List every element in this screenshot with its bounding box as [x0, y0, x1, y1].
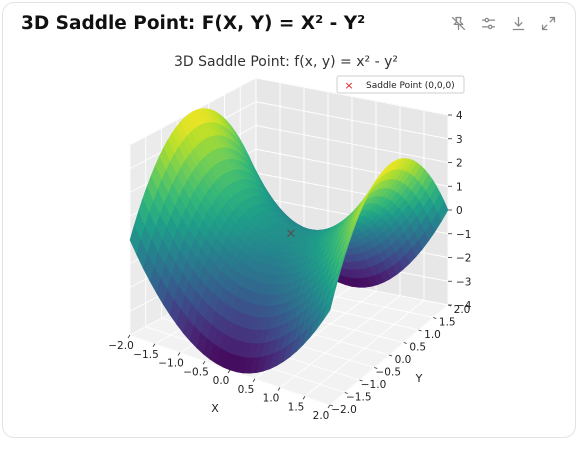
- y-axis-label: Y: [415, 372, 423, 385]
- expand-icon: [541, 16, 555, 30]
- legend: × Saddle Point (0,0,0): [336, 75, 465, 94]
- y-tick-label: −2.0: [331, 404, 357, 416]
- y-tick-mark: [433, 317, 437, 319]
- z-tick-label: 2: [456, 158, 463, 170]
- card-title: 3D Saddle Point: F(X, Y) = X² - Y²: [21, 12, 366, 34]
- settings-button[interactable]: [475, 11, 501, 35]
- z-tick-label: 1: [456, 181, 463, 193]
- surface-patch: [323, 294, 335, 321]
- y-tick-label: 0.0: [395, 354, 412, 366]
- download-button[interactable]: [505, 11, 531, 35]
- y-tick-mark: [329, 404, 334, 407]
- y-tick-label: 1.5: [439, 317, 456, 329]
- axis-ticks: −2.0−1.5−1.0−0.50.00.51.01.52.0 −2.0−1.5−…: [108, 110, 472, 422]
- x-tick-label: 0.0: [213, 375, 230, 387]
- x-tick-mark: [152, 343, 156, 347]
- toolbar: [445, 11, 561, 35]
- x-tick-mark: [127, 334, 131, 339]
- expand-button[interactable]: [535, 11, 561, 35]
- x-tick-mark: [277, 387, 281, 391]
- x-tick-label: −0.5: [183, 366, 209, 378]
- x-tick-mark: [302, 396, 306, 400]
- download-icon: [512, 16, 524, 30]
- x-tick-label: −2.0: [108, 340, 134, 352]
- marker-stroke: [287, 229, 295, 238]
- x-tick-mark: [252, 378, 256, 382]
- x-tick-label: −1.5: [133, 349, 159, 361]
- y-tick-mark: [344, 392, 348, 394]
- y-tick-label: −0.5: [376, 367, 402, 379]
- x-tick-mark: [202, 361, 206, 365]
- y-tick-mark: [403, 342, 407, 344]
- z-tick-label: 3: [456, 134, 463, 146]
- grid-line: [255, 77, 449, 116]
- y-tick-mark: [388, 354, 393, 357]
- y-tick-label: 0.5: [409, 342, 426, 354]
- pin-off-icon: [451, 16, 465, 30]
- saddle-surface: [129, 108, 449, 374]
- legend-marker-icon: ×: [344, 79, 353, 92]
- pin-off-button[interactable]: [445, 11, 471, 35]
- grid-line: [255, 101, 449, 140]
- y-tick-mark: [374, 367, 378, 369]
- x-tick-label: 1.5: [288, 401, 305, 413]
- sliders-icon: [481, 17, 495, 29]
- x-tick-mark: [227, 369, 231, 374]
- x-tick-mark: [327, 404, 331, 409]
- x-axis-label: X: [211, 402, 219, 415]
- z-tick-label: −2: [456, 253, 471, 265]
- z-tick-label: −4: [456, 300, 472, 312]
- x-tick-label: −1.0: [158, 358, 184, 370]
- y-tick-label: 2.0: [454, 304, 471, 316]
- z-tick-label: 0: [456, 205, 463, 217]
- y-tick-mark: [418, 329, 422, 332]
- z-tick-label: 4: [456, 110, 463, 122]
- x-tick-mark: [177, 352, 181, 356]
- y-tick-label: −1.0: [361, 379, 387, 391]
- plot-title: 3D Saddle Point: f(x, y) = x² - y²: [174, 54, 398, 70]
- saddle-point-marker: [287, 229, 295, 238]
- grid-line: [255, 125, 449, 163]
- x-tick-label: 0.5: [238, 384, 255, 396]
- y-tick-label: −1.5: [346, 392, 372, 404]
- x-tick-label: 1.0: [263, 393, 280, 405]
- legend-label: Saddle Point (0,0,0): [366, 81, 455, 91]
- z-tick-label: −1: [456, 229, 471, 241]
- legend-box: [336, 75, 465, 94]
- y-tick-label: 1.0: [424, 329, 441, 341]
- x-tick-label: 2.0: [313, 410, 330, 422]
- y-tick-mark: [359, 379, 363, 382]
- card-header: 3D Saddle Point: F(X, Y) = X² - Y²: [21, 11, 561, 35]
- z-tick-label: −3: [456, 276, 471, 288]
